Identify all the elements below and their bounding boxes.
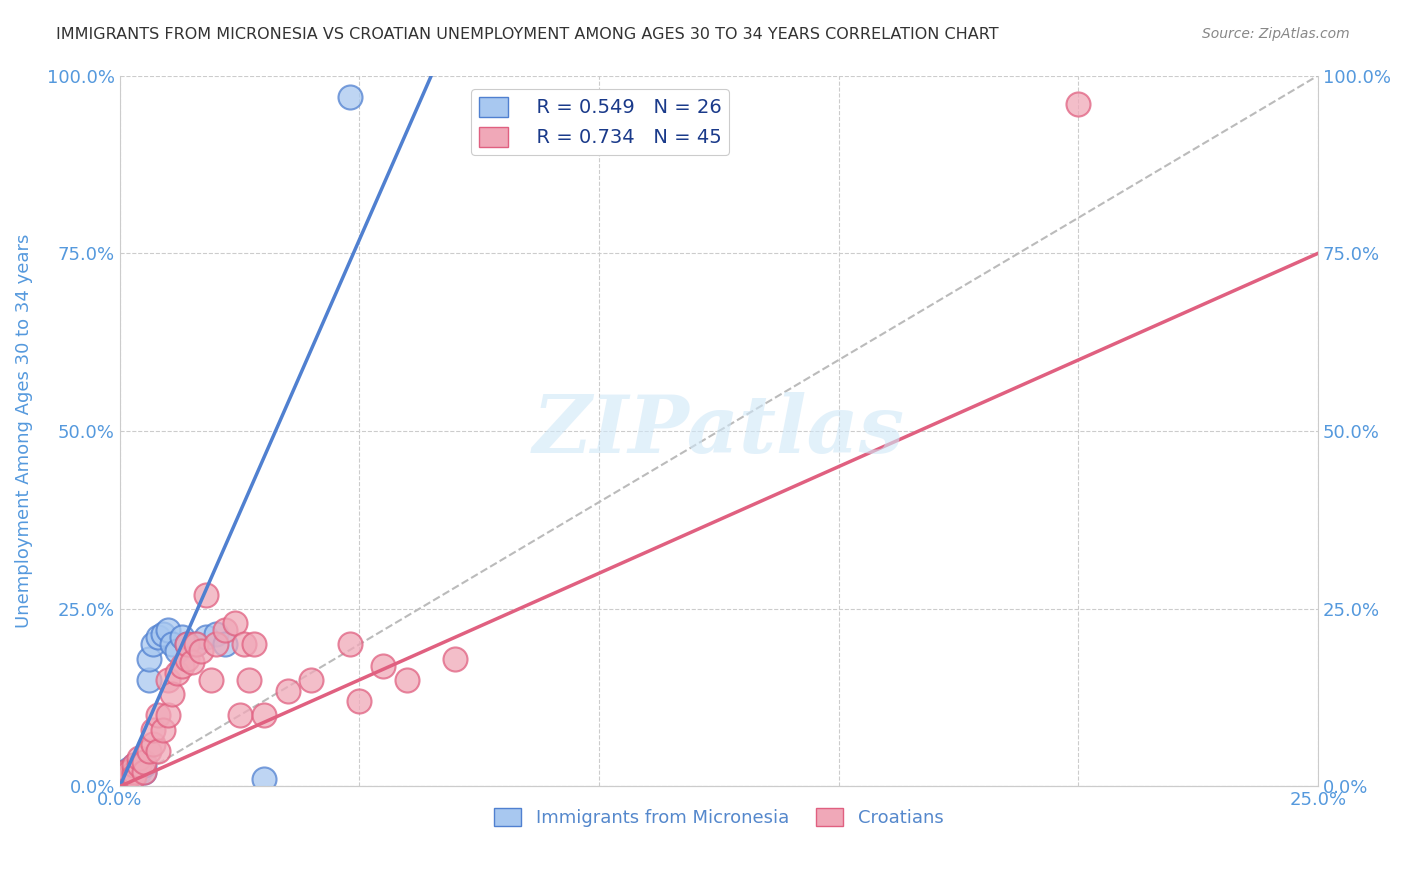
Point (122, 769, 145, 783)
Point (128, 758, 150, 772)
Point (166, 644, 188, 658)
Point (138, 744, 160, 758)
Point (204, 637, 226, 651)
Point (118, 765, 141, 780)
Point (195, 630, 218, 644)
Point (180, 655, 202, 669)
Point (114, 765, 136, 780)
Point (349, 694, 371, 708)
Point (114, 772, 136, 787)
Point (233, 637, 256, 651)
Point (118, 769, 141, 783)
Text: Source: ZipAtlas.com: Source: ZipAtlas.com (1202, 27, 1350, 41)
Point (200, 673, 222, 687)
Point (156, 673, 179, 687)
Point (142, 737, 165, 751)
Point (243, 637, 266, 651)
Point (214, 623, 236, 637)
Text: IMMIGRANTS FROM MICRONESIA VS CROATIAN UNEMPLOYMENT AMONG AGES 30 TO 34 YEARS CO: IMMIGRANTS FROM MICRONESIA VS CROATIAN U… (56, 27, 998, 42)
Point (122, 758, 145, 772)
Point (252, 772, 274, 787)
Point (142, 723, 165, 737)
Point (128, 765, 150, 780)
Point (170, 630, 193, 644)
Point (146, 708, 169, 723)
Point (1067, 97, 1090, 112)
Point (228, 708, 250, 723)
Point (128, 751, 150, 765)
Point (190, 644, 212, 658)
Point (186, 637, 208, 651)
Point (122, 765, 145, 780)
Text: ZIPatlas: ZIPatlas (533, 392, 905, 470)
Point (128, 758, 150, 772)
Point (152, 723, 174, 737)
Point (118, 769, 141, 783)
Point (152, 626, 174, 640)
Point (224, 615, 246, 630)
Point (195, 588, 218, 602)
Point (162, 687, 184, 701)
Point (276, 683, 298, 698)
Point (204, 626, 226, 640)
Point (118, 762, 141, 776)
Point (146, 744, 169, 758)
Y-axis label: Unemployment Among Ages 30 to 34 years: Unemployment Among Ages 30 to 34 years (15, 234, 32, 628)
Point (444, 651, 467, 665)
Point (132, 765, 155, 780)
Point (162, 637, 184, 651)
Point (301, 673, 323, 687)
Point (396, 673, 419, 687)
Point (122, 758, 145, 772)
Point (373, 658, 395, 673)
Point (122, 765, 145, 780)
Point (214, 637, 236, 651)
Point (132, 765, 155, 780)
Point (138, 651, 160, 665)
Point (238, 673, 260, 687)
Point (132, 755, 155, 769)
Point (114, 765, 136, 780)
Point (186, 637, 208, 651)
Point (138, 673, 160, 687)
Point (156, 623, 179, 637)
Point (146, 630, 169, 644)
Point (252, 708, 274, 723)
Point (132, 758, 155, 772)
Point (114, 772, 136, 787)
Point (339, 637, 361, 651)
Point (176, 637, 198, 651)
Point (166, 665, 188, 680)
Legend: Immigrants from Micronesia, Croatians: Immigrants from Micronesia, Croatians (486, 800, 950, 834)
Point (142, 637, 165, 651)
Point (156, 708, 179, 723)
Point (176, 651, 198, 665)
Point (170, 658, 193, 673)
Point (176, 637, 198, 651)
Point (339, 90, 361, 104)
